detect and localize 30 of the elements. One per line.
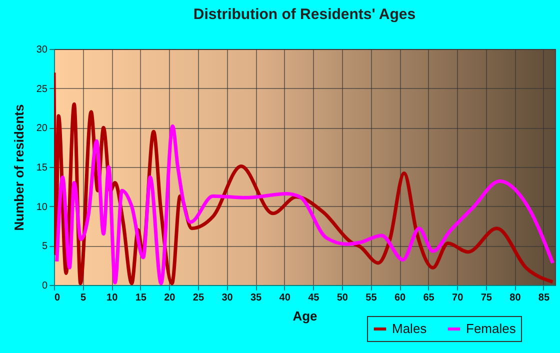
x-tick-label: 50 xyxy=(336,292,348,304)
x-tick-label: 85 xyxy=(538,292,550,304)
x-tick-label: 15 xyxy=(135,292,147,304)
x-tick-label: 75 xyxy=(480,292,492,304)
y-axis-title: Number of residents xyxy=(11,104,26,231)
x-tick-label: 40 xyxy=(279,292,291,304)
x-tick-label: 80 xyxy=(510,292,522,304)
x-tick-label: 55 xyxy=(366,292,378,304)
x-tick-label: 30 xyxy=(222,292,234,304)
y-tick-label: 0 xyxy=(42,280,48,292)
x-tick-label: 0 xyxy=(54,292,60,304)
x-tick-label: 65 xyxy=(423,292,435,304)
x-tick-label: 10 xyxy=(106,292,118,304)
y-tick-label: 10 xyxy=(36,202,48,213)
x-tick-label: 25 xyxy=(192,292,204,304)
x-tick-label: 20 xyxy=(164,292,176,304)
x-axis-title: Age xyxy=(292,308,318,324)
legend-label: Females xyxy=(466,321,516,336)
y-tick-label: 20 xyxy=(36,123,48,134)
chart-title: Distribution of Residents' Ages xyxy=(193,6,416,23)
x-tick-label: 60 xyxy=(394,292,406,304)
x-tick-label: 35 xyxy=(250,292,262,304)
x-tick-label: 45 xyxy=(308,292,320,304)
y-tick-label: 25 xyxy=(36,84,48,95)
x-tick-label: 70 xyxy=(452,292,464,304)
y-tick-label: 5 xyxy=(42,241,48,252)
legend-label: Males xyxy=(392,321,428,336)
y-tick-label: 15 xyxy=(36,162,48,174)
x-tick-label: 5 xyxy=(80,292,87,304)
y-tick-label: 30 xyxy=(36,44,48,56)
